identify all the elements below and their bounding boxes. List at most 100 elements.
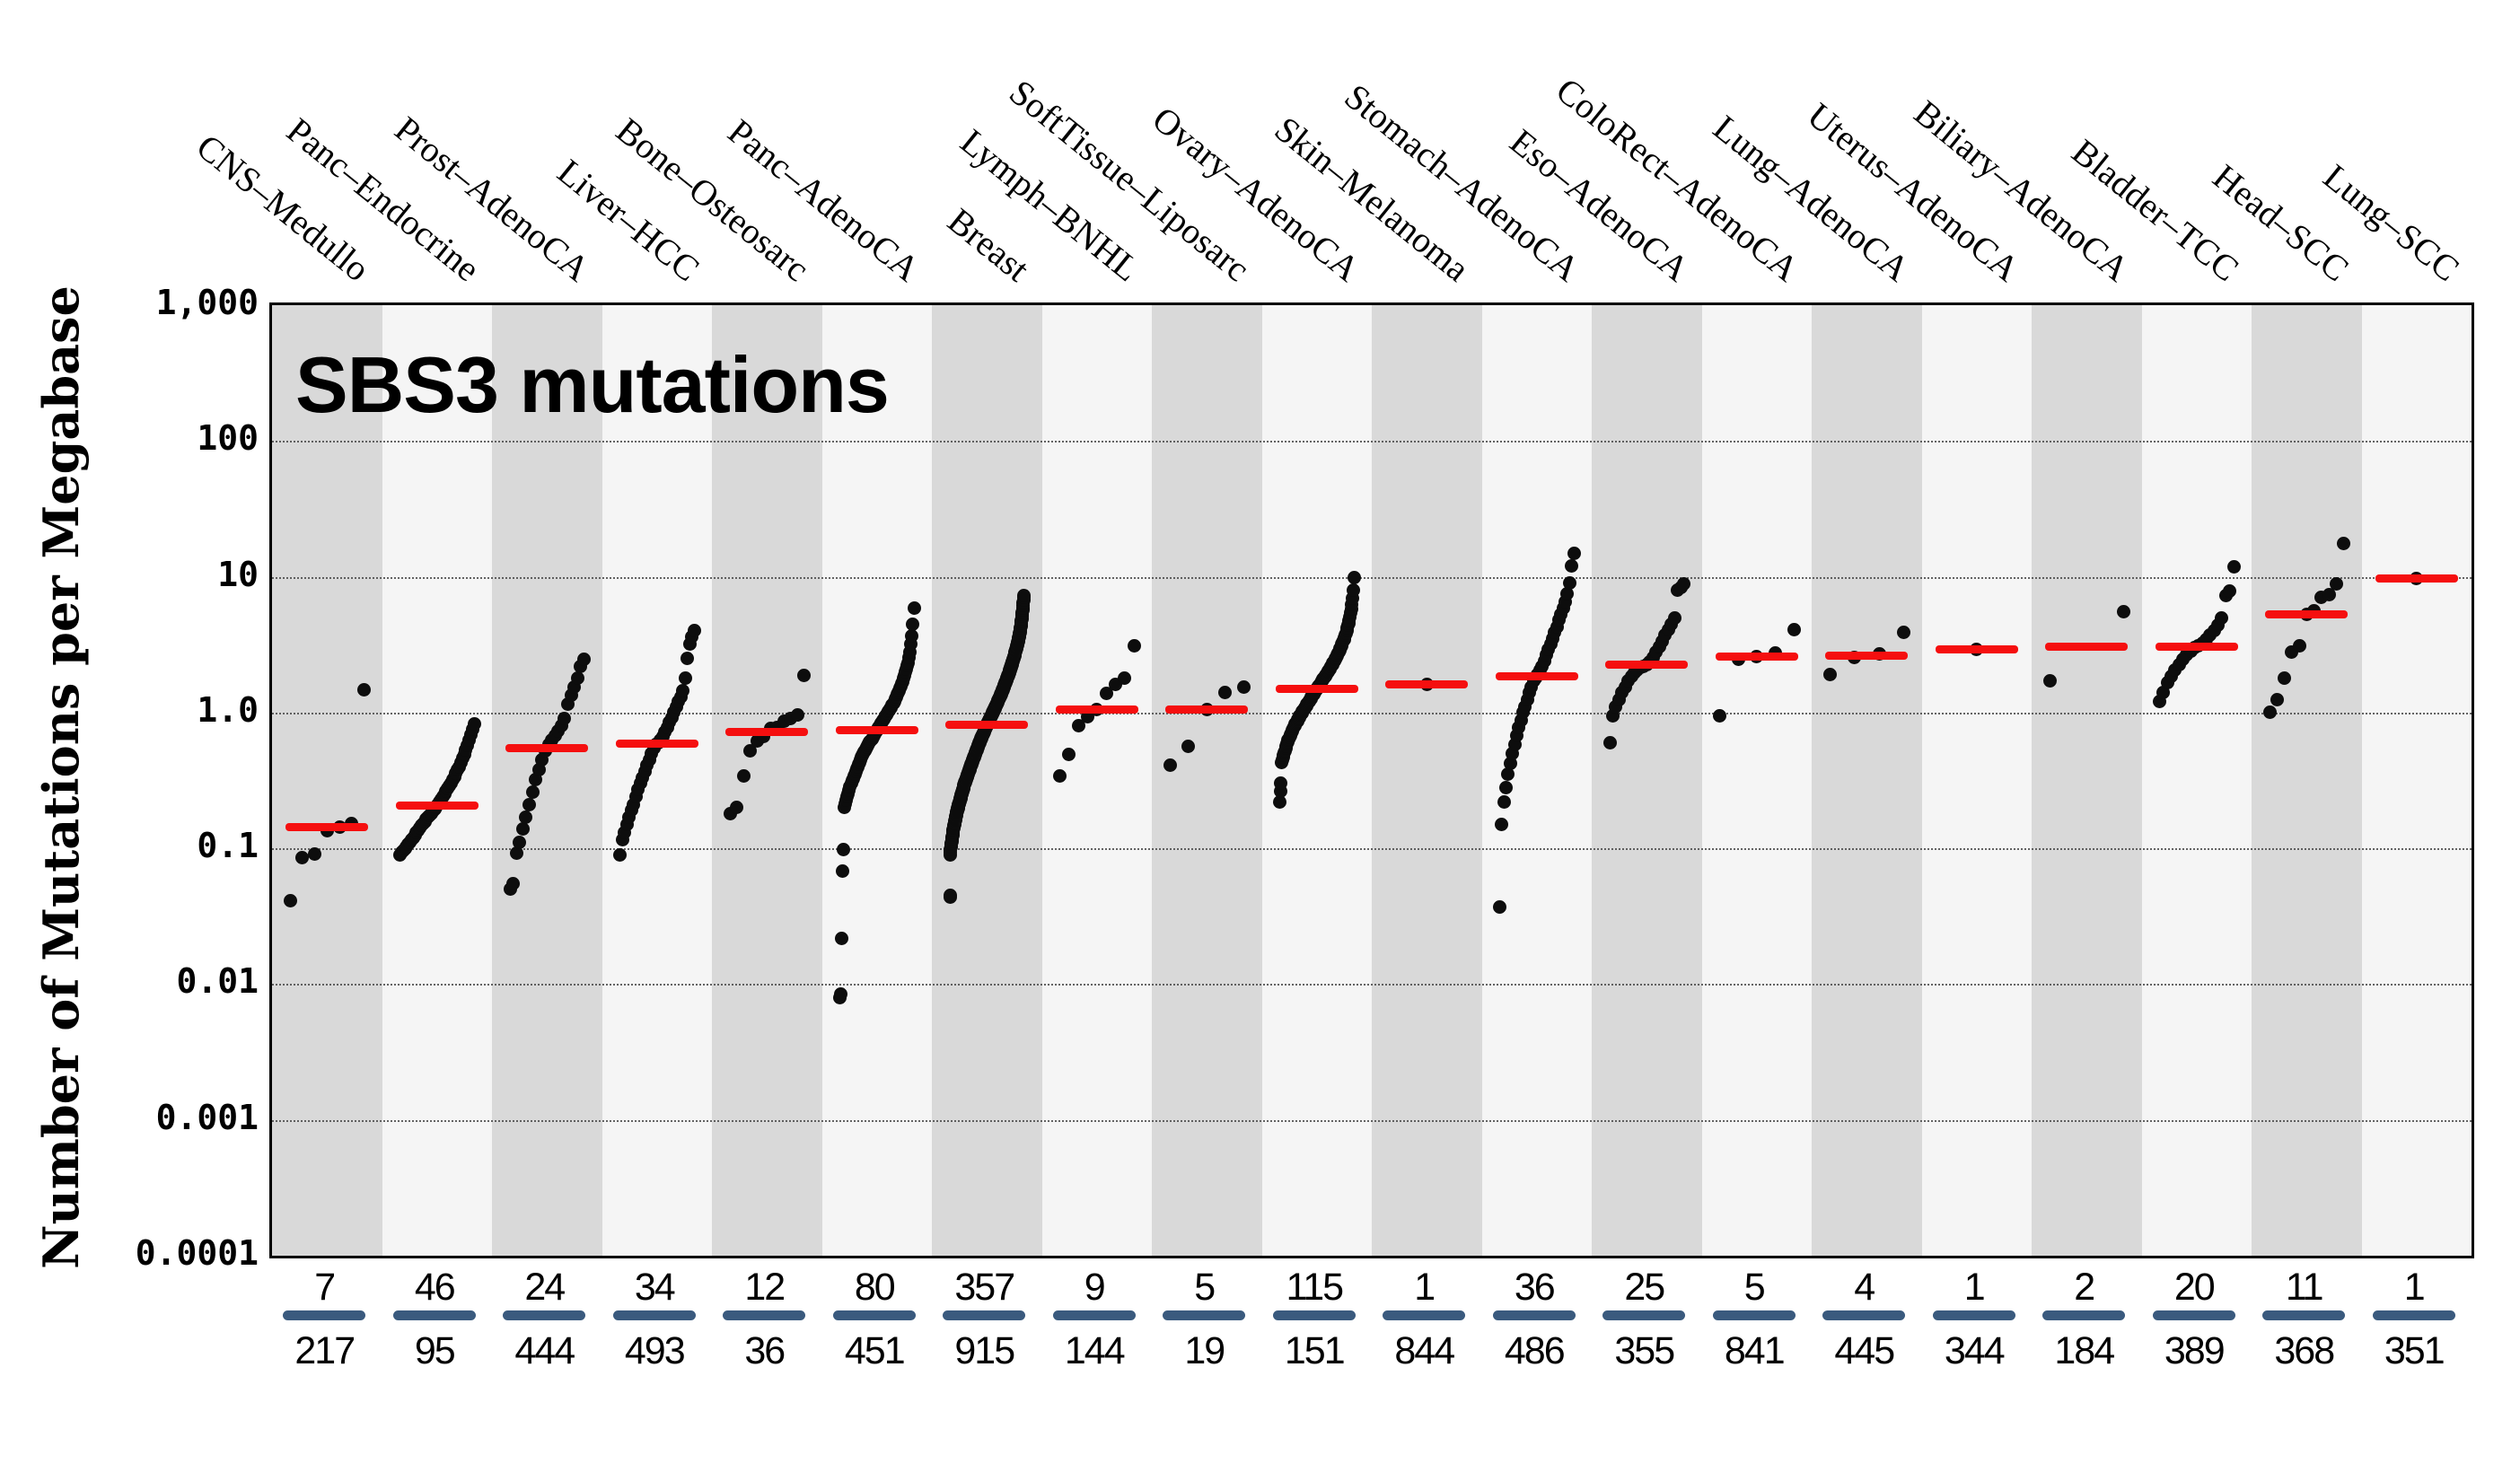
category-label: Panc–Endocrine — [278, 110, 487, 290]
signature-sample-count: 80 — [854, 1266, 896, 1309]
data-point — [519, 810, 533, 824]
category-band — [712, 305, 822, 1256]
category-band — [1152, 305, 1262, 1256]
gridline — [272, 576, 2472, 579]
category-band — [1812, 305, 1922, 1256]
data-point — [730, 801, 743, 815]
median-line — [2045, 642, 2129, 651]
median-line — [945, 721, 1029, 730]
median-line — [1605, 660, 1689, 669]
count-separator-dash — [1492, 1310, 1576, 1320]
gridline — [272, 984, 2472, 986]
data-point — [283, 894, 297, 908]
signature-sample-count: 115 — [1286, 1266, 1344, 1309]
data-point — [943, 888, 957, 902]
data-point — [357, 682, 371, 697]
data-point — [1503, 757, 1517, 771]
signature-sample-count: 24 — [524, 1266, 566, 1309]
data-point — [678, 670, 692, 685]
data-point — [467, 717, 481, 732]
gridline — [272, 1119, 2472, 1122]
data-point — [1053, 769, 1067, 784]
data-point — [1787, 622, 1801, 636]
data-point — [1822, 668, 1837, 682]
data-point — [1273, 794, 1286, 809]
total-sample-count: 915 — [954, 1329, 1015, 1372]
y-tick-label: 0.0001 — [135, 1233, 259, 1273]
count-separator-dash — [1712, 1310, 1796, 1320]
data-point — [837, 842, 851, 856]
count-separator-dash — [2042, 1310, 2126, 1320]
data-point — [509, 846, 523, 861]
data-point — [506, 876, 521, 890]
total-sample-count: 451 — [844, 1329, 906, 1372]
data-point — [1495, 818, 1509, 831]
median-line — [505, 743, 589, 752]
signature-sample-count: 7 — [314, 1266, 336, 1309]
data-point — [2278, 670, 2291, 685]
data-point — [834, 987, 848, 1002]
median-line — [1385, 680, 1469, 689]
total-sample-count: 184 — [2054, 1329, 2115, 1372]
data-point — [1501, 767, 1515, 782]
count-separator-dash — [1602, 1310, 1686, 1320]
signature-sample-count: 1 — [1414, 1266, 1436, 1309]
median-line — [395, 802, 479, 811]
data-point — [2042, 674, 2057, 688]
total-sample-count: 36 — [744, 1329, 786, 1372]
data-point — [687, 624, 701, 638]
data-point — [1163, 758, 1177, 772]
count-separator-dash — [612, 1310, 696, 1320]
category-band — [932, 305, 1042, 1256]
data-point — [1560, 586, 1575, 600]
data-point — [529, 773, 543, 787]
total-sample-count: 351 — [2384, 1329, 2445, 1372]
total-sample-count: 144 — [1064, 1329, 1126, 1372]
signature-sample-count: 5 — [1743, 1266, 1766, 1309]
total-sample-count: 844 — [1394, 1329, 1455, 1372]
category-label: Bone–Osteosarc — [609, 110, 818, 290]
total-sample-count: 95 — [414, 1329, 456, 1372]
y-tick-label: 0.01 — [176, 961, 259, 1002]
signature-sample-count: 46 — [414, 1266, 456, 1309]
category-band — [601, 305, 712, 1256]
count-separator-dash — [723, 1310, 806, 1320]
plot-area: SBS3 mutations — [269, 302, 2474, 1258]
data-point — [907, 600, 921, 615]
data-point — [1497, 794, 1511, 809]
category-band — [1701, 305, 1812, 1256]
signature-sample-count: 25 — [1624, 1266, 1665, 1309]
count-separator-dash — [1822, 1310, 1906, 1320]
data-point — [295, 851, 310, 865]
data-point — [515, 821, 530, 836]
signature-sample-count: 9 — [1084, 1266, 1106, 1309]
data-point — [570, 670, 584, 685]
median-line — [1055, 705, 1138, 714]
gridline — [272, 712, 2472, 714]
median-line — [285, 823, 369, 832]
category-band — [492, 305, 602, 1256]
total-sample-count: 445 — [1834, 1329, 1895, 1372]
data-point — [790, 708, 804, 723]
total-sample-count: 389 — [2164, 1329, 2226, 1372]
data-point — [2215, 610, 2229, 625]
data-point — [1274, 776, 1288, 791]
data-point — [2223, 584, 2237, 599]
category-band — [2252, 305, 2362, 1256]
signature-sample-count: 12 — [744, 1266, 786, 1309]
data-point — [797, 669, 811, 683]
median-line — [1825, 652, 1909, 661]
data-point — [577, 653, 591, 667]
category-band — [272, 305, 382, 1256]
signature-sample-count: 4 — [1854, 1266, 1875, 1309]
gridline — [272, 848, 2472, 851]
data-point — [1567, 547, 1581, 561]
data-point — [1062, 748, 1076, 762]
signature-sample-count: 11 — [2285, 1266, 2324, 1309]
median-line — [1275, 685, 1358, 694]
category-band — [2141, 305, 2252, 1256]
count-separator-dash — [2152, 1310, 2235, 1320]
data-point — [1562, 575, 1576, 590]
data-point — [1237, 679, 1251, 694]
